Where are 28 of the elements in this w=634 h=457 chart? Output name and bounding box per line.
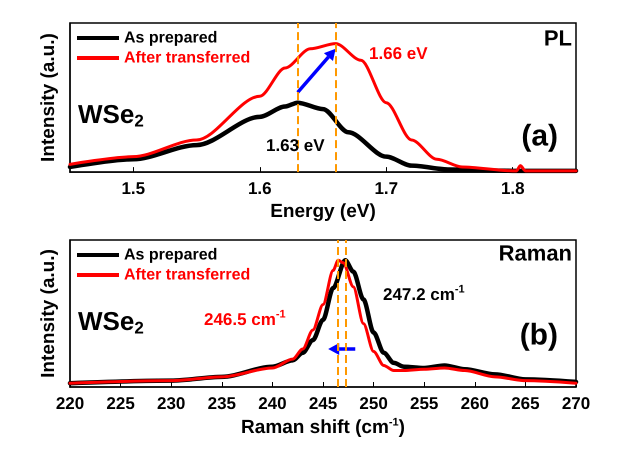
x-tick-label: 1.7 [374,179,398,198]
x-tick-label: 235 [208,394,236,413]
annotation: (b) [520,318,558,352]
x-tick-label: 255 [410,394,438,413]
legend-label: After transferred [124,266,250,284]
x-tick-label: 230 [157,394,186,413]
annotation: (a) [521,120,558,152]
x-tick-label: 1.6 [248,179,272,198]
legend-label: As prepared [124,246,218,264]
x-tick-label: 250 [359,394,388,413]
x-tick-label: 220 [56,394,84,413]
annotation: 1.66 eV [369,44,428,63]
annotation: Raman [498,240,572,266]
annotation: 1.63 eV [266,136,326,155]
x-tick-label: 270 [562,394,590,413]
x-tick-label: 245 [308,394,338,413]
x-tick-label: 1.8 [500,179,525,198]
x-tick-label: 240 [258,394,287,413]
x-tick-label: 260 [460,394,489,413]
x-tick-label: 1.5 [121,179,146,198]
y-axis-title: Intensity (a.u.) [38,249,59,378]
legend-label: After transferred [124,50,250,66]
x-tick-label: 265 [511,394,540,413]
x-axis-title: Energy (eV) [270,201,376,222]
legend-label: As prepared [124,30,218,46]
y-axis-title: Intensity (a.u.) [38,33,59,162]
annotation: PL [544,26,572,50]
x-tick-label: 225 [106,394,135,413]
